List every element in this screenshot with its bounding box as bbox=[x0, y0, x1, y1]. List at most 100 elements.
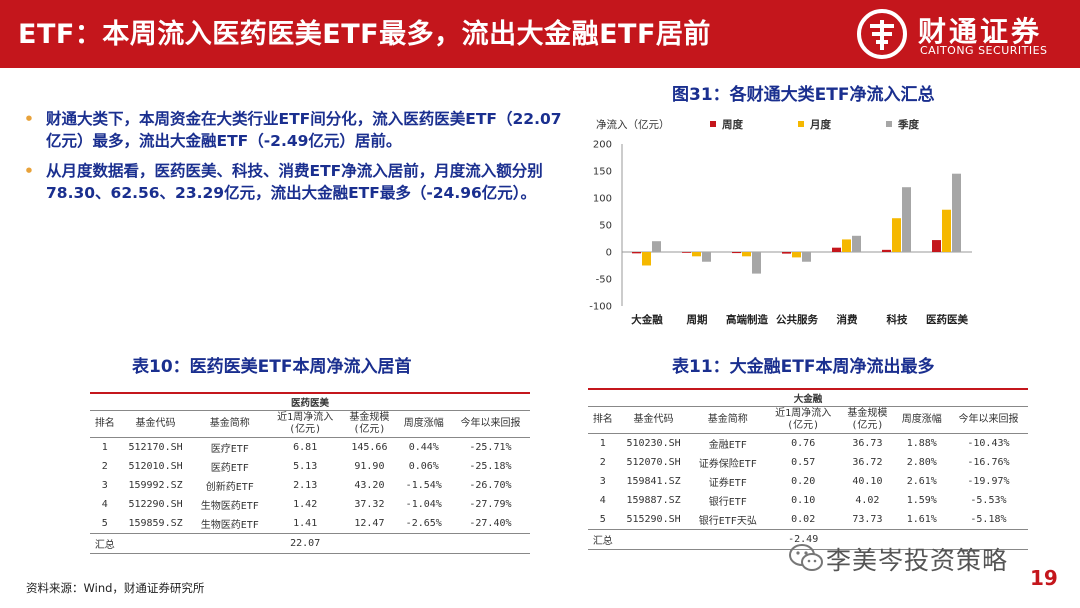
table-sum-cell: 22.07 bbox=[268, 533, 343, 554]
table-cell: -5.53% bbox=[970, 495, 1007, 506]
table-sum-cell bbox=[617, 529, 690, 550]
table-cell: -16.76% bbox=[967, 457, 1010, 468]
table-cell: 515290.SH bbox=[626, 514, 681, 525]
bullet-2: • 从月度数据看，医药医美、科技、消费ETF净流入居前，月度流入额分别78.30… bbox=[22, 160, 562, 204]
table-cell: 0.57 bbox=[791, 457, 816, 468]
table-cell: 5 bbox=[599, 514, 606, 525]
logo-mark-icon bbox=[857, 9, 907, 59]
category-label-0: 大金融 bbox=[631, 313, 663, 326]
page-title: ETF：本周流入医药医美ETF最多，流出大金融ETF居前 bbox=[18, 19, 711, 50]
table-row: 5 159859.SZ 生物医药ETF 1.41 12.47 -2.65% -27.40% bbox=[90, 514, 530, 534]
table-header-cell: 今年以来回报 bbox=[450, 410, 530, 438]
table-header-cell: 排名 bbox=[588, 406, 618, 434]
table-sum-row: 汇总 -2.49 bbox=[588, 529, 1028, 550]
table-row: 2 512010.SH 医药ETF 5.13 91.90 0.06% -25.18% bbox=[90, 457, 530, 476]
table-cell: 0.20 bbox=[791, 476, 816, 487]
category-label-2: 高端制造 bbox=[726, 313, 768, 326]
legend-label-1: 月度 bbox=[809, 118, 831, 131]
y-tick-label-6: -100 bbox=[589, 302, 612, 313]
table-cell: 0.44% bbox=[408, 442, 439, 453]
table-sum-cell bbox=[119, 533, 192, 554]
table-cell: 医疗ETF bbox=[210, 444, 249, 455]
table-cell: 1 bbox=[599, 438, 606, 449]
table-cell: 159992.SZ bbox=[128, 480, 183, 491]
source-note: 资料来源：Wind，财通证券研究所 bbox=[26, 581, 205, 595]
table-cell: 159887.SZ bbox=[626, 495, 681, 506]
bar-0-0 bbox=[632, 252, 641, 254]
table-header-row: 排名 基金代码 基金简称 近1周净流入 (亿元) 基金规模 (亿元) 周度涨幅 今年以来回报 bbox=[588, 406, 1028, 434]
table-cell: 40.10 bbox=[852, 476, 883, 487]
logo-text-cn: 财通证券 bbox=[918, 15, 1043, 48]
page-number: 19 bbox=[1030, 566, 1058, 590]
table-sum-cell bbox=[450, 533, 530, 554]
table-cell: 证券保险ETF bbox=[698, 459, 757, 470]
table-cell: 512070.SH bbox=[626, 457, 681, 468]
table-sum-cell: 汇总 bbox=[90, 533, 120, 554]
category-label-1: 周期 bbox=[687, 313, 708, 326]
bullet-text: 从月度数据看，医药医美、科技、消费ETF净流入居前，月度流入额分别78.30、6… bbox=[46, 162, 543, 202]
table-cell: -1.54% bbox=[405, 480, 442, 491]
table-header-cell: 基金代码 bbox=[119, 410, 192, 438]
chart-title: 图31：各财通大类ETF净流入汇总 bbox=[672, 85, 935, 105]
table-cell: 12.47 bbox=[354, 518, 385, 529]
table-header-cell: 近1周净流入 (亿元) bbox=[268, 410, 343, 438]
table-header-cell: 基金简称 bbox=[191, 410, 269, 438]
table-header-cell: 近1周净流入 (亿元) bbox=[766, 406, 841, 434]
table-cell: -27.40% bbox=[469, 518, 512, 529]
summary-bullets: • 财通大类下，本周资金在大类行业ETF间分化，流入医药医美ETF（22.07亿… bbox=[22, 108, 562, 212]
table-row: 4 159887.SZ 银行ETF 0.10 4.02 1.59% -5.53% bbox=[588, 491, 1028, 510]
table-sum-cell bbox=[396, 533, 451, 554]
table-cell: 159841.SZ bbox=[626, 476, 681, 487]
bar-0-2 bbox=[652, 241, 661, 252]
legend-label-0: 周度 bbox=[722, 118, 743, 131]
bar-2-1 bbox=[742, 252, 751, 257]
table-cell: 2.13 bbox=[293, 480, 318, 491]
table-cell: 2 bbox=[101, 461, 108, 472]
bar-5-2 bbox=[902, 187, 911, 252]
bar-4-1 bbox=[842, 239, 851, 252]
wechat-icon bbox=[789, 544, 823, 571]
bar-1-2 bbox=[702, 252, 711, 262]
bar-6-1 bbox=[942, 209, 951, 252]
y-tick-label-5: -50 bbox=[596, 275, 612, 286]
table-cell: 43.20 bbox=[354, 480, 385, 491]
table-row: 4 512290.SH 生物医药ETF 1.42 37.32 -1.04% -27.79% bbox=[90, 495, 530, 514]
table-cell: 4 bbox=[101, 499, 108, 510]
legend-swatch-1 bbox=[798, 121, 804, 127]
table-cell: 1.41 bbox=[293, 518, 318, 529]
table-cell: -25.18% bbox=[469, 461, 512, 472]
table-cell: 生物医药ETF bbox=[200, 520, 259, 531]
table-sum-cell bbox=[840, 529, 895, 550]
table-row: 3 159992.SZ 创新药ETF 2.13 43.20 -1.54% -26.70% bbox=[90, 476, 530, 495]
bar-4-0 bbox=[832, 247, 841, 252]
table-cell: 0.76 bbox=[791, 438, 816, 449]
table-cell: 5.13 bbox=[293, 461, 318, 472]
y-tick-label-2: 100 bbox=[593, 194, 612, 205]
table-cell: 银行ETF天弘 bbox=[698, 516, 757, 527]
table-header-cell: 基金代码 bbox=[617, 406, 690, 434]
table-header-cell: 周度涨幅 bbox=[894, 406, 949, 434]
table-sum-cell bbox=[894, 529, 949, 550]
table-sum-cell bbox=[948, 529, 1028, 550]
y-tick-label-4: 0 bbox=[606, 248, 612, 259]
etf-flow-chart: 净流入（亿元） 周度 月度 季度 200 150 100 50 0 -50 -100 大金融 周期 高端制… bbox=[589, 118, 972, 326]
table-cell: 37.32 bbox=[354, 499, 385, 510]
table-header-cell: 周度涨幅 bbox=[396, 410, 451, 438]
table-cell: 36.72 bbox=[852, 457, 883, 468]
table-cell: 6.81 bbox=[293, 442, 318, 453]
company-logo: 财通证券 CAITONG SECURITIES bbox=[836, 6, 1076, 62]
bar-6-0 bbox=[932, 240, 941, 252]
legend-label-2: 季度 bbox=[897, 118, 919, 131]
table10-title: 表10：医药医美ETF本周净流入居首 bbox=[132, 357, 412, 377]
table-row: 3 159841.SZ 证券ETF 0.20 40.10 2.61% -19.97% bbox=[588, 472, 1028, 491]
table-group-label: 大金融 bbox=[588, 388, 1028, 407]
table10: 医药医美 排名 基金代码 基金简称 近1周净流入 (亿元) 基金规模 (亿元) 周度涨幅 今年以来… bbox=[90, 392, 530, 554]
table-sum-cell bbox=[191, 533, 269, 554]
bar-6-2 bbox=[952, 173, 961, 252]
table-cell: 5 bbox=[101, 518, 108, 529]
logo-text-en: CAITONG SECURITIES bbox=[920, 44, 1048, 57]
table-cell: 2 bbox=[599, 457, 606, 468]
table-cell: -25.71% bbox=[469, 442, 512, 453]
y-axis-label: 净流入（亿元） bbox=[596, 118, 670, 131]
table-cell: 1 bbox=[101, 442, 108, 453]
